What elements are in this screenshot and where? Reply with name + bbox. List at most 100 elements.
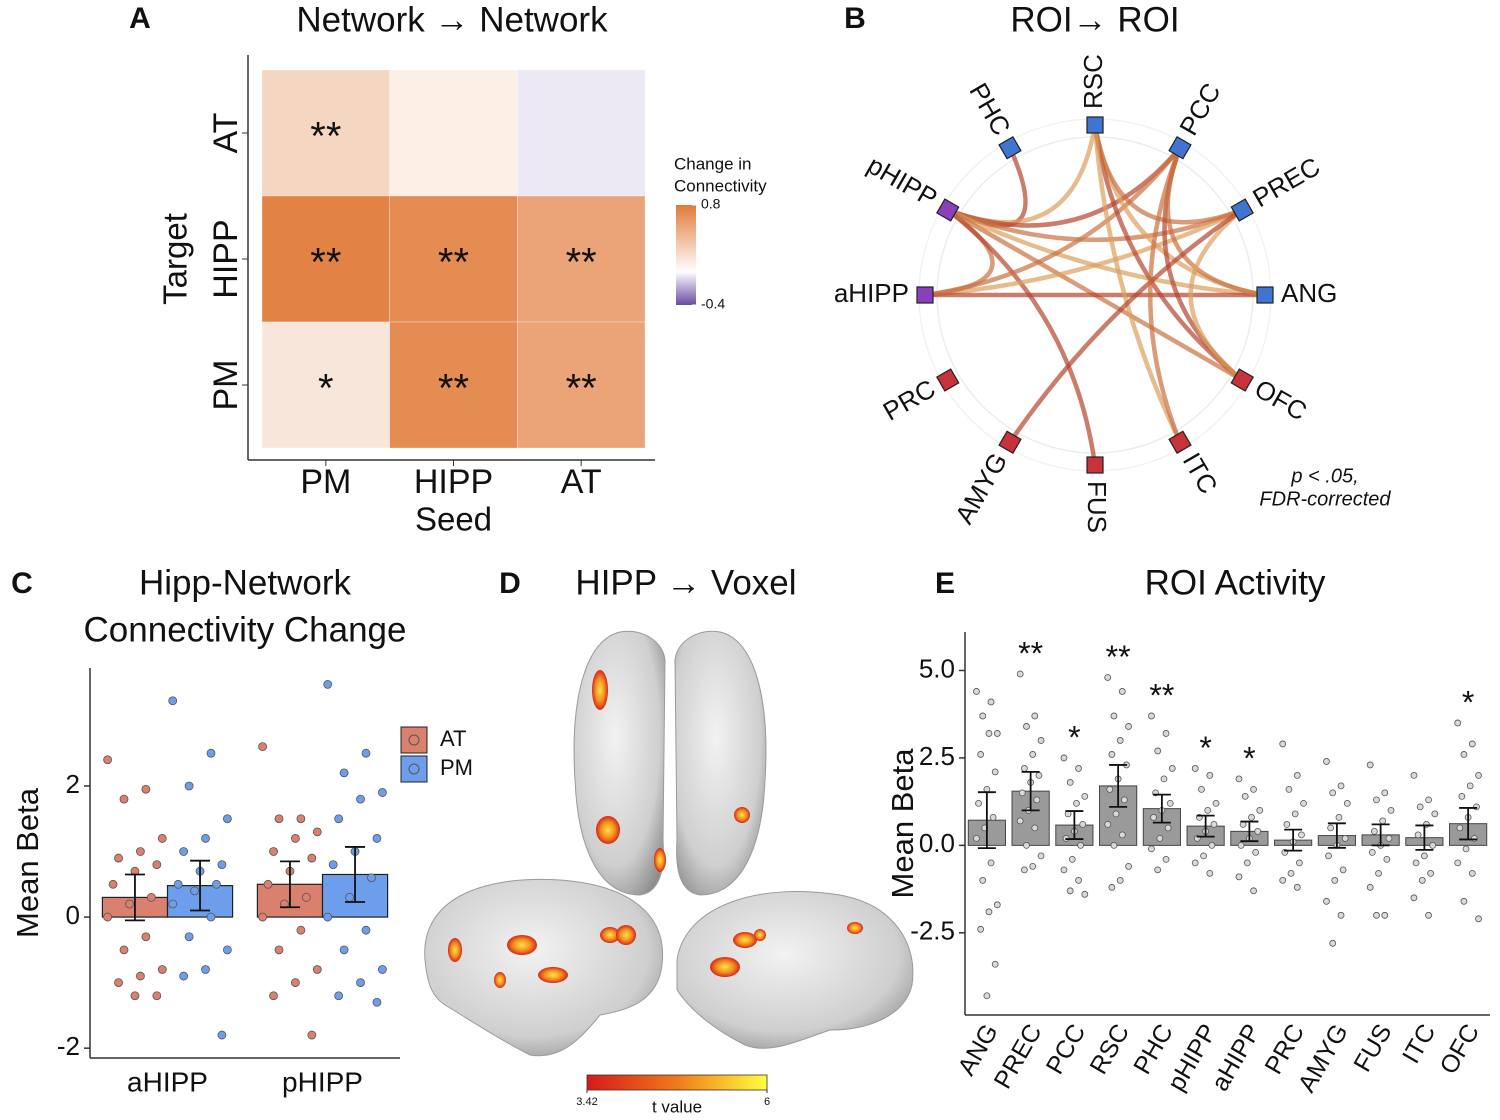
data-point: [1254, 827, 1262, 835]
data-point: [301, 893, 311, 902]
error-bar: [345, 846, 366, 903]
connection: [1008, 208, 1244, 444]
heatmap-cell: [517, 195, 646, 323]
data-point: [184, 932, 194, 942]
data-point: [206, 912, 216, 922]
data-point: [361, 925, 371, 935]
data-point: [125, 899, 134, 909]
data-point: [1385, 834, 1393, 842]
data-point: [1414, 831, 1422, 839]
data-point: [1337, 782, 1345, 790]
data-point: [168, 696, 178, 706]
data-point: [141, 784, 151, 794]
connection: [924, 146, 1182, 298]
data-point: [1454, 859, 1462, 867]
data-point: [1023, 723, 1030, 730]
data-point: [1104, 674, 1112, 681]
error-bar: [1415, 824, 1434, 851]
data-point: [1116, 876, 1124, 884]
data-point: [1381, 911, 1389, 919]
data-point: [1329, 939, 1337, 947]
x-category: AT: [561, 463, 602, 501]
brain-views: [424, 630, 914, 1057]
y-category: AT: [207, 113, 245, 154]
y-tick-label: 2.5: [919, 741, 955, 771]
node: [998, 136, 1022, 160]
data-point: [1166, 799, 1174, 807]
data-point: [1337, 911, 1345, 919]
node: [916, 286, 934, 304]
significance: **: [310, 115, 341, 159]
data-point: [258, 742, 268, 752]
data-point: [1331, 876, 1339, 884]
data-point: [1293, 883, 1301, 891]
data-point: [993, 730, 1001, 737]
data-point: [328, 860, 338, 870]
data-point: [1323, 758, 1330, 765]
data-point: [372, 997, 382, 1007]
legend-dot: [408, 763, 420, 775]
x-category: FUS: [1348, 1019, 1397, 1076]
data-point: [1035, 772, 1043, 779]
title: Network → Network: [296, 0, 608, 39]
error-bar: [977, 791, 996, 850]
data-point: [334, 814, 344, 824]
data-point: [1125, 862, 1132, 870]
colorbar-title: Connectivity: [674, 176, 767, 195]
data-point: [1327, 824, 1335, 832]
data-point: [1235, 873, 1243, 881]
node: [1168, 430, 1192, 454]
data-point: [263, 879, 273, 889]
data-point: [1412, 859, 1420, 867]
significance: **: [1018, 635, 1043, 671]
data-point: [1075, 765, 1082, 772]
x-category: HIPP: [414, 463, 493, 501]
y-tick-label: 0: [66, 900, 80, 930]
data-point: [1373, 796, 1380, 804]
data-point: [1016, 670, 1024, 678]
data-point: [222, 945, 232, 955]
data-point: [1148, 712, 1155, 720]
data-point: [1475, 915, 1482, 923]
colorbar: [676, 205, 696, 305]
data-point: [372, 834, 382, 843]
data-point: [103, 912, 113, 922]
data-point: [1116, 737, 1124, 744]
data-point: [1425, 911, 1432, 919]
significance: **: [310, 241, 341, 285]
error-bar: [124, 873, 145, 922]
node-label: aHIPP: [834, 278, 909, 308]
node: [1168, 136, 1192, 160]
node-label: RSC: [1078, 54, 1108, 109]
data-point: [206, 748, 216, 758]
error-bar: [1152, 793, 1171, 824]
data-point: [1237, 841, 1245, 849]
data-point: [1031, 712, 1039, 720]
data-point: [1279, 740, 1287, 748]
data-point: [291, 834, 300, 843]
error-bar: [1459, 807, 1478, 841]
y-axis-label: Mean Beta: [10, 787, 45, 938]
node: [1230, 368, 1254, 392]
data-point: [146, 893, 156, 902]
data-point: [1279, 876, 1287, 884]
data-point: [130, 991, 140, 1001]
data-point: [212, 879, 221, 889]
blob: [710, 957, 740, 977]
data-point: [1079, 820, 1087, 828]
data-point: [1068, 855, 1076, 863]
data-point: [1243, 859, 1251, 867]
data-point: [345, 893, 354, 902]
data-point: [1473, 803, 1480, 811]
data-point: [1160, 775, 1168, 783]
data-point: [141, 932, 151, 942]
data-point: [1154, 747, 1162, 755]
data-point: [173, 879, 183, 889]
node: [1230, 198, 1254, 222]
data-point: [1295, 859, 1303, 867]
data-point: [1037, 737, 1045, 744]
blob: [507, 935, 537, 955]
data-point: [377, 788, 387, 797]
data-point: [179, 971, 189, 981]
data-point: [973, 688, 980, 695]
